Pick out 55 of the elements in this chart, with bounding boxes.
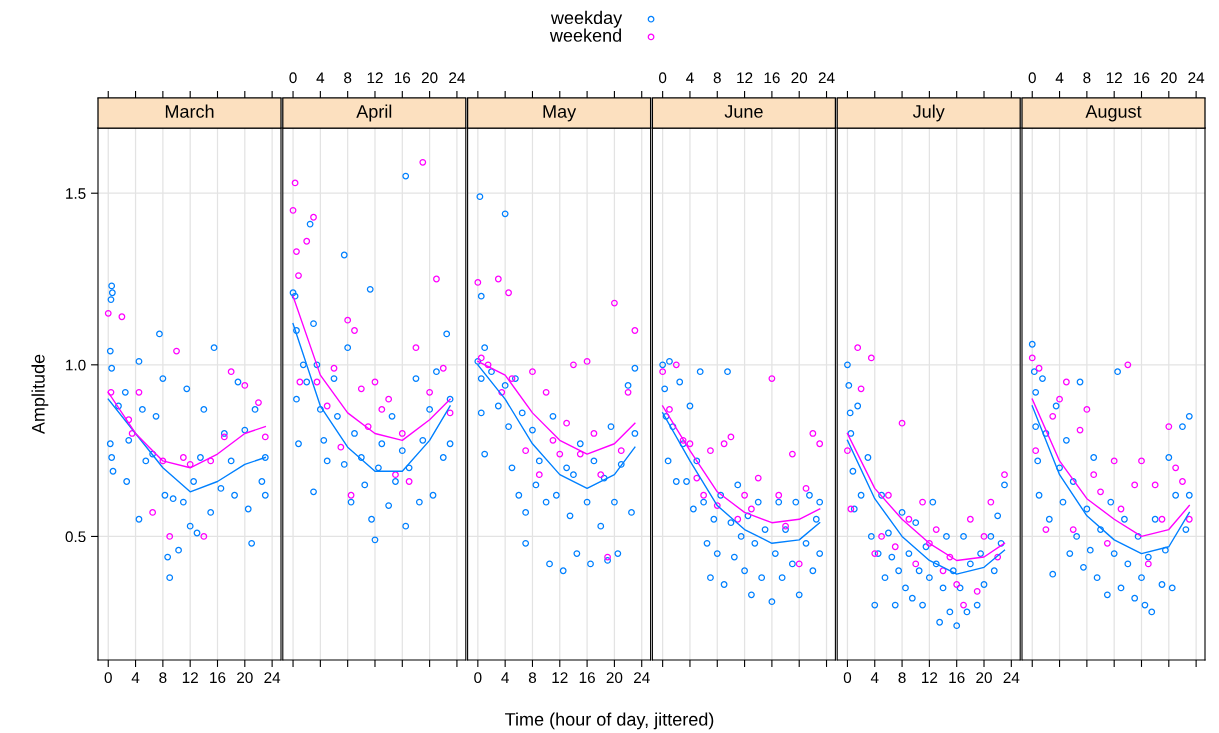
x-tick-label: 24	[818, 72, 835, 84]
x-tick-label: 16	[1134, 72, 1150, 84]
y-tick-label: 1.0	[66, 359, 86, 371]
legend-label: weekday	[550, 10, 623, 28]
legend-label: weekend	[549, 28, 621, 42]
x-tick-label: 24	[449, 72, 465, 84]
x-tick-label: 24	[1003, 672, 1020, 683]
x-tick-label: 12	[1106, 72, 1122, 84]
chart-title: July	[912, 104, 945, 122]
x-tick-label: 24	[634, 672, 650, 683]
x-tick-label: 20	[1161, 72, 1177, 84]
x-tick-label: 4	[131, 672, 140, 683]
x-tick-label: 16	[579, 672, 595, 684]
chart-title: April	[356, 104, 392, 122]
x-tick-label: 12	[552, 672, 568, 683]
x-tick-label: 8	[713, 72, 721, 84]
x-tick-label: 24	[264, 672, 281, 683]
chart-title: June	[724, 105, 763, 118]
x-tick-label: 8	[159, 672, 167, 684]
x-tick-label: 24	[1188, 72, 1205, 84]
x-tick-label: 20	[976, 672, 992, 684]
x-tick-label: 12	[367, 72, 383, 84]
x-tick-label: 12	[737, 72, 753, 84]
x-tick-label: 12	[182, 672, 198, 683]
y-axis-title: Amplitude	[31, 354, 49, 435]
x-tick-label: 16	[764, 72, 780, 84]
x-tick-label: 0	[104, 672, 112, 684]
x-tick-label: 4	[501, 672, 509, 683]
y-tick-label: 0.5	[65, 531, 86, 543]
x-tick-label: 20	[791, 72, 808, 84]
x-tick-label: 4	[1055, 72, 1064, 84]
x-axis-title: Time (hour of day, jittered)	[505, 712, 714, 730]
x-tick-label: 16	[210, 672, 226, 684]
x-tick-label: 8	[344, 72, 352, 84]
x-tick-label: 8	[1083, 72, 1091, 84]
x-tick-label: 20	[606, 672, 623, 684]
x-tick-label: 8	[898, 672, 906, 684]
y-tick-label: 1.5	[66, 188, 86, 199]
x-tick-label: 16	[394, 72, 411, 84]
chart-title: May	[543, 105, 577, 122]
x-tick-label: 0	[1028, 72, 1036, 84]
x-tick-label: 4	[870, 672, 879, 683]
x-tick-label: 4	[316, 72, 325, 84]
x-tick-label: 20	[421, 72, 438, 84]
chart-title: August	[1085, 105, 1142, 122]
x-tick-label: 0	[658, 72, 667, 84]
chart-title: March	[165, 104, 214, 118]
x-tick-label: 20	[237, 672, 253, 684]
x-tick-label: 8	[528, 672, 537, 684]
x-tick-label: 0	[474, 672, 482, 684]
x-tick-label: 4	[686, 72, 694, 84]
x-tick-label: 0	[289, 72, 297, 84]
x-tick-label: 16	[949, 672, 965, 684]
x-tick-label: 0	[843, 672, 852, 684]
x-tick-label: 12	[922, 672, 938, 683]
